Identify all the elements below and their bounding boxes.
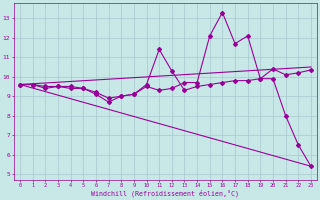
- X-axis label: Windchill (Refroidissement éolien,°C): Windchill (Refroidissement éolien,°C): [92, 190, 239, 197]
